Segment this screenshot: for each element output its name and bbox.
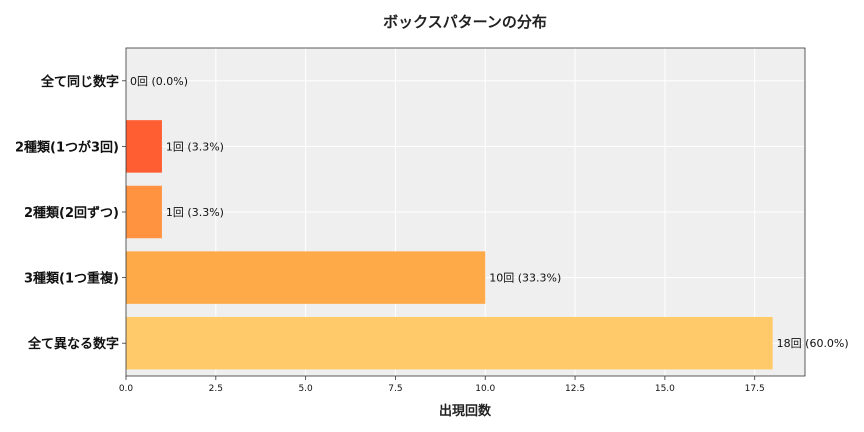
y-tick-label: 3種類(1つ重複) [24,271,119,287]
y-tick-labels: 全て同じ数字 2種類(1つが3回) 2種類(2回ずつ) 3種類(1つ重複) 全て異なる数… [15,74,126,352]
x-tick-label: 7.5 [388,384,402,394]
x-tick-labels: 0.0 2.5 5.0 7.5 10.0 12.5 15.0 17.5 [119,376,765,394]
bar-data-label: 1回 (3.3%) [166,206,224,219]
x-tick-label: 0.0 [119,384,134,394]
y-tick-label: 全て異なる数字 [27,336,119,352]
bar-data-label: 10回 (33.3%) [489,272,561,285]
x-axis-label: 出現回数 [439,403,492,419]
x-tick-label: 5.0 [298,384,313,394]
bar [126,316,773,370]
y-tick-label: 2種類(1つが3回) [15,139,119,155]
bars [126,120,773,370]
bar-data-label: 18回 (60.0%) [777,337,849,350]
bar [126,120,162,173]
y-tick-label: 全て同じ数字 [40,74,119,90]
x-tick-label: 17.5 [745,384,765,394]
x-tick-label: 12.5 [565,384,585,394]
x-tick-label: 15.0 [655,384,675,394]
y-tick-label: 2種類(2回ずつ) [24,205,119,221]
bar-data-label: 0回 (0.0%) [130,75,188,88]
chart-title: ボックスパターンの分布 [383,13,547,31]
grid-lines [125,48,805,376]
x-tick-label: 10.0 [475,384,495,394]
bar [126,185,162,239]
bar-data-label: 1回 (3.3%) [166,140,224,153]
plot-frame [125,47,806,377]
x-tick-label: 2.5 [209,384,223,394]
data-labels: 0回 (0.0%) 1回 (3.3%) 1回 (3.3%) 10回 (33.3%) 18… [130,75,849,350]
bar [126,251,486,304]
